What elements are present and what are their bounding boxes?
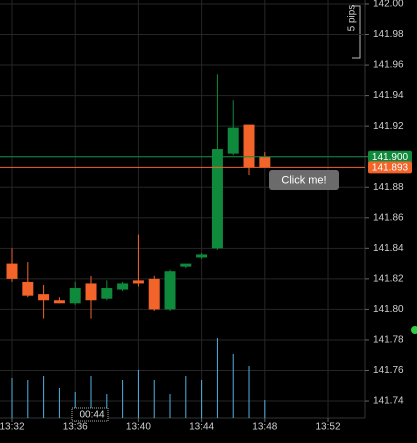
- pips-bracket: [352, 5, 361, 59]
- candle-body: [117, 283, 129, 290]
- candle-body: [22, 281, 34, 296]
- price-tag: [368, 150, 412, 163]
- candle-body: [53, 300, 65, 304]
- candle-body: [180, 263, 192, 267]
- y-tick-label: 141.88: [373, 182, 404, 193]
- y-tick-label: 141.78: [373, 335, 404, 346]
- candle-body: [132, 280, 144, 284]
- y-tick-label: 141.80: [373, 304, 404, 315]
- candle-body: [243, 124, 255, 168]
- x-tick-label: 13:32: [0, 422, 25, 433]
- candle-body: [6, 263, 18, 279]
- candle-body: [211, 149, 223, 249]
- click-button[interactable]: [269, 170, 339, 190]
- x-tick-label: 13:48: [252, 422, 277, 433]
- x-tick-label: 13:52: [316, 422, 341, 433]
- candle-body: [148, 278, 160, 310]
- x-tick-label: 13:40: [126, 422, 151, 433]
- click-button-label[interactable]: Click me!: [281, 174, 326, 186]
- price-tag-label: 141.900: [372, 152, 409, 163]
- candle-body: [259, 156, 271, 168]
- pips-label: 5 pips: [347, 5, 358, 32]
- candle-body: [101, 288, 113, 299]
- y-tick-label: 141.98: [373, 29, 404, 40]
- candle-body: [196, 254, 208, 258]
- candle-body: [164, 271, 176, 310]
- y-tick-label: 141.96: [373, 60, 404, 71]
- candle-body: [69, 288, 81, 304]
- timer-box: [71, 407, 109, 422]
- candle-body: [38, 294, 50, 301]
- y-tick-label: 141.94: [373, 90, 404, 101]
- candle-body: [85, 283, 97, 301]
- x-tick-label: 13:36: [63, 422, 88, 433]
- status-dot: [411, 326, 417, 334]
- y-tick-label: 141.74: [373, 396, 404, 407]
- y-tick-label: 141.76: [373, 365, 404, 376]
- timer-label: 00:44: [79, 410, 104, 421]
- y-tick-label: 141.84: [373, 243, 404, 254]
- y-tick-label: 141.86: [373, 212, 404, 223]
- candle-body: [227, 127, 239, 154]
- x-tick-label: 13:44: [189, 422, 214, 433]
- y-tick-label: 141.92: [373, 121, 404, 132]
- y-tick-label: 141.82: [373, 274, 404, 285]
- price-tag: [368, 161, 412, 174]
- y-tick-label: 142.00: [373, 0, 404, 10]
- price-tag-label: 141.893: [372, 163, 409, 174]
